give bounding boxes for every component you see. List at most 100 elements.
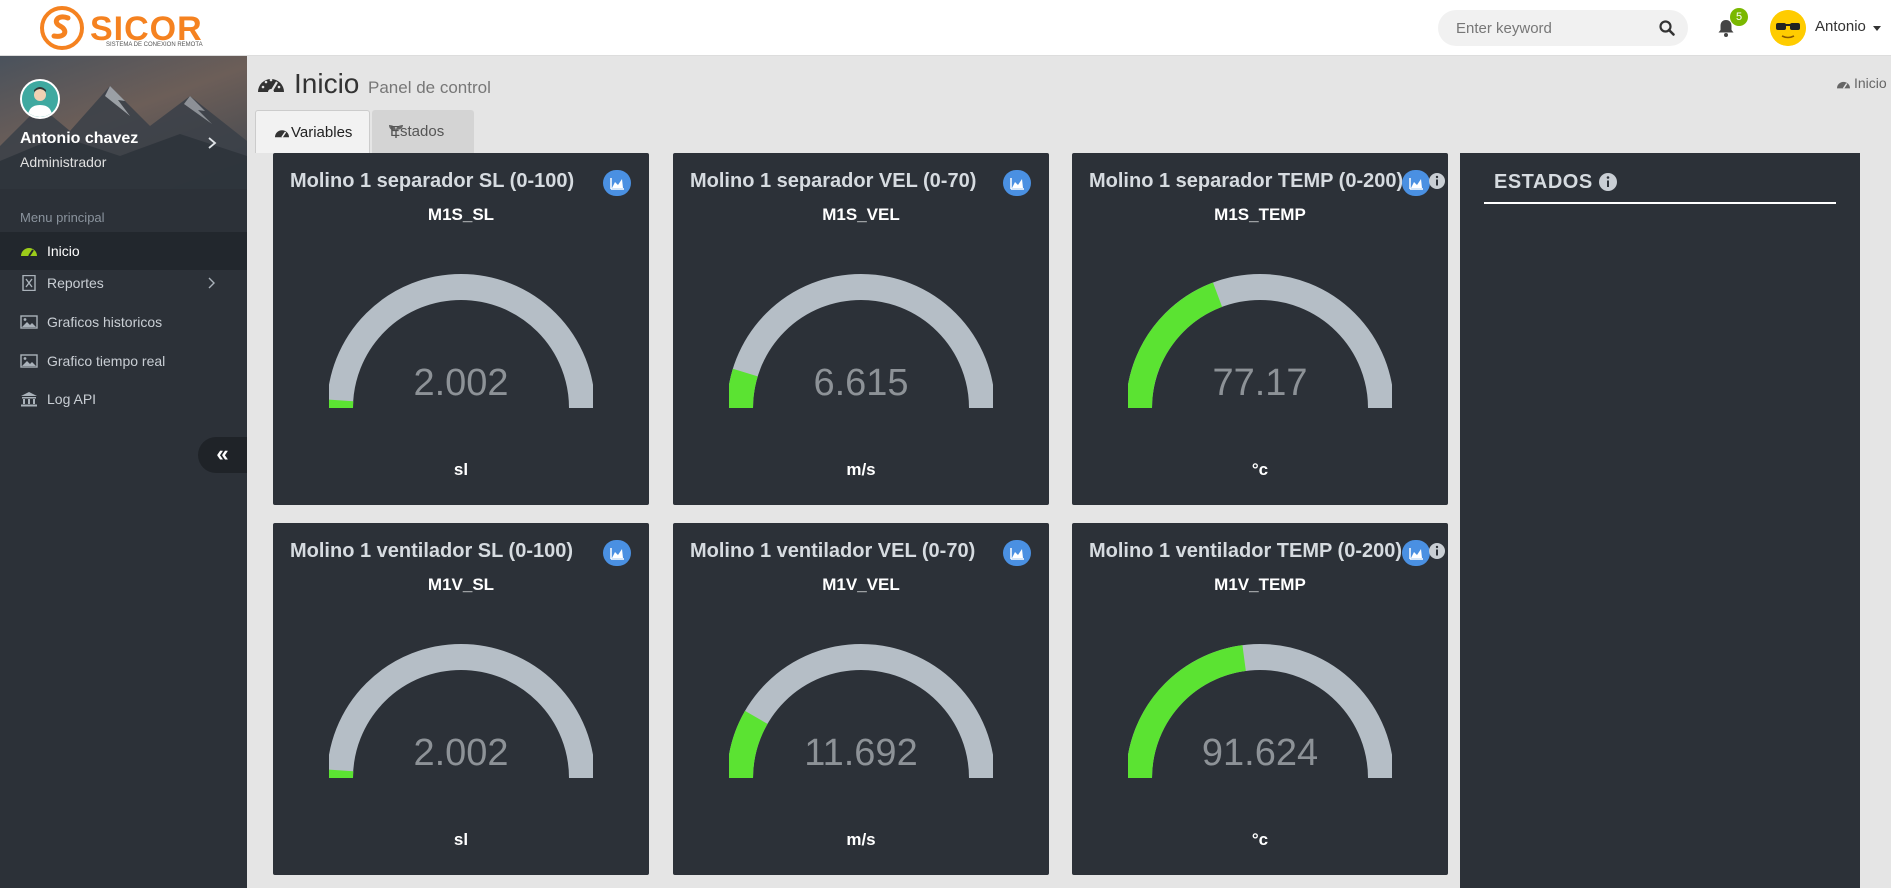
gauge-card: Molino 1 separador VEL (0-70) M1S_VEL 6.… — [673, 153, 1049, 505]
gauge-card: Molino 1 separador SL (0-100) M1S_SL 2.0… — [273, 153, 649, 505]
gauge-arc — [329, 274, 593, 409]
gauge-track — [329, 644, 593, 779]
user-profile-panel[interactable]: Antonio chavez Administrador — [0, 56, 247, 189]
gauge-card: Molino 1 ventilador SL (0-100) M1V_SL 2.… — [273, 523, 649, 875]
gauge-unit: °c — [1251, 460, 1269, 479]
gauge-card: Molino 1 ventilador VEL (0-70) M1V_VEL 1… — [673, 523, 1049, 875]
gauge-arc — [329, 644, 593, 779]
bank-icon — [21, 392, 37, 407]
gauge-fill — [1128, 282, 1223, 409]
breadcrumb[interactable]: Inicio — [1836, 75, 1887, 91]
sidebar-item-log-api[interactable]: Log API — [0, 380, 247, 418]
chevron-right-icon — [208, 277, 215, 289]
seedling-icon — [389, 125, 403, 138]
gauge-value: 77.17 — [1212, 362, 1308, 404]
gauge-value: 6.615 — [813, 362, 909, 404]
gauge-unit: °c — [1251, 830, 1269, 849]
gauge-fill — [729, 710, 768, 779]
notification-badge: 5 — [1730, 8, 1748, 26]
gauge-code: M1S_TEMP — [1214, 205, 1306, 224]
gauge-code: M1S_SL — [427, 205, 495, 224]
page-subtitle: Panel de control — [368, 78, 491, 97]
gauge-value: 2.002 — [413, 732, 509, 774]
dashboard-icon — [21, 248, 37, 257]
gauge-title: Molino 1 ventilador VEL (0-70) — [690, 540, 976, 562]
sidebar-item-grafico-tiempo-real[interactable]: Grafico tiempo real — [0, 342, 247, 380]
mountain-background-image — [0, 86, 247, 189]
menu-section-header: Menu principal — [20, 210, 105, 225]
caret-down-icon[interactable] — [1873, 26, 1881, 31]
estados-title: ESTADOS — [1494, 171, 1593, 193]
sidebar-item-reportes[interactable]: Reportes — [0, 264, 247, 302]
info-icon[interactable] — [1428, 542, 1446, 560]
gauge-value: 91.624 — [1201, 732, 1319, 774]
gauge-track — [329, 274, 593, 409]
user-face-icon — [1770, 10, 1806, 46]
area-chart-icon — [610, 548, 624, 560]
sidebar-item-label: Graficos historicos — [47, 314, 163, 330]
gauge-unit: sl — [453, 830, 469, 849]
tab-estados[interactable]: Estados — [372, 110, 474, 153]
breadcrumb-item: Inicio — [1854, 75, 1887, 91]
area-chart-icon — [1409, 178, 1423, 190]
sidebar-item-label: Grafico tiempo real — [47, 353, 166, 369]
area-chart-icon — [1010, 548, 1024, 560]
sidebar-item-label: Inicio — [47, 243, 80, 259]
area-chart-icon — [610, 178, 624, 190]
chevron-right-icon[interactable] — [206, 136, 218, 150]
gauge-arc — [1128, 644, 1392, 779]
sidebar: Antonio chavez Administrador Menu princi… — [0, 56, 247, 888]
page-title: Inicio — [294, 68, 360, 99]
gauge-title: Molino 1 ventilador TEMP (0-200) — [1089, 540, 1403, 562]
gauge-value: 2.002 — [413, 362, 509, 404]
info-icon[interactable] — [1598, 172, 1618, 192]
gauge-code: M1V_VEL — [822, 575, 900, 594]
gauge-arc — [1128, 274, 1392, 409]
sidebar-item-graficos-historicos[interactable]: Graficos historicos — [0, 303, 247, 341]
search-box — [1438, 10, 1688, 46]
search-input[interactable] — [1456, 18, 1646, 38]
chart-button[interactable] — [1003, 170, 1031, 196]
chart-button[interactable] — [603, 540, 631, 566]
dashboard-icon — [275, 130, 289, 138]
image-icon — [20, 315, 38, 329]
sidebar-item-label: Reportes — [47, 275, 104, 291]
logo-brand-text: SICOR — [90, 10, 203, 48]
search-icon[interactable] — [1658, 19, 1676, 37]
sidebar-item-label: Log API — [47, 391, 97, 407]
gauge-unit: m/s — [846, 830, 876, 849]
image-icon — [20, 354, 38, 368]
tab-label: Estados — [390, 123, 445, 140]
sidebar-collapse-button[interactable]: « — [198, 437, 247, 473]
notifications-button[interactable]: 5 — [1716, 8, 1748, 42]
gauge-title: Molino 1 separador VEL (0-70) — [690, 170, 977, 192]
user-avatar[interactable] — [1770, 10, 1806, 46]
doctor-avatar-icon — [22, 81, 58, 117]
chart-button[interactable] — [1402, 170, 1430, 196]
sicor-logo[interactable]: SICOR SISTEMA DE CONEXION REMOTA — [38, 4, 203, 52]
title-underline — [1484, 202, 1836, 204]
user-menu-name[interactable]: Antonio — [1815, 18, 1866, 35]
chart-button[interactable] — [603, 170, 631, 196]
logo-tagline: SISTEMA DE CONEXION REMOTA — [106, 42, 203, 48]
dashboard-icon — [258, 78, 284, 95]
logo-emblem-icon — [40, 6, 84, 50]
tab-variables[interactable]: Variables — [255, 110, 370, 153]
gauge-card: Molino 1 ventilador TEMP (0-200) M1V_TEM… — [1072, 523, 1448, 875]
gauge-code: M1S_VEL — [822, 205, 900, 224]
gauge-title: Molino 1 ventilador SL (0-100) — [290, 540, 574, 562]
top-navbar: SICOR SISTEMA DE CONEXION REMOTA 5 Anton… — [0, 0, 1891, 56]
sidebar-item-inicio[interactable]: Inicio — [0, 232, 247, 270]
info-icon[interactable] — [1428, 172, 1446, 190]
profile-role: Administrador — [20, 154, 107, 170]
gauge-code: M1V_TEMP — [1214, 575, 1306, 594]
chart-button[interactable] — [1402, 540, 1430, 566]
gauge-track — [729, 274, 993, 409]
profile-name: Antonio chavez — [20, 130, 139, 147]
gauge-arc — [729, 274, 993, 409]
chart-button[interactable] — [1003, 540, 1031, 566]
area-chart-icon — [1010, 178, 1024, 190]
profile-avatar — [20, 79, 60, 119]
tab-label: Variables — [291, 124, 353, 141]
gauge-unit: m/s — [846, 460, 876, 479]
